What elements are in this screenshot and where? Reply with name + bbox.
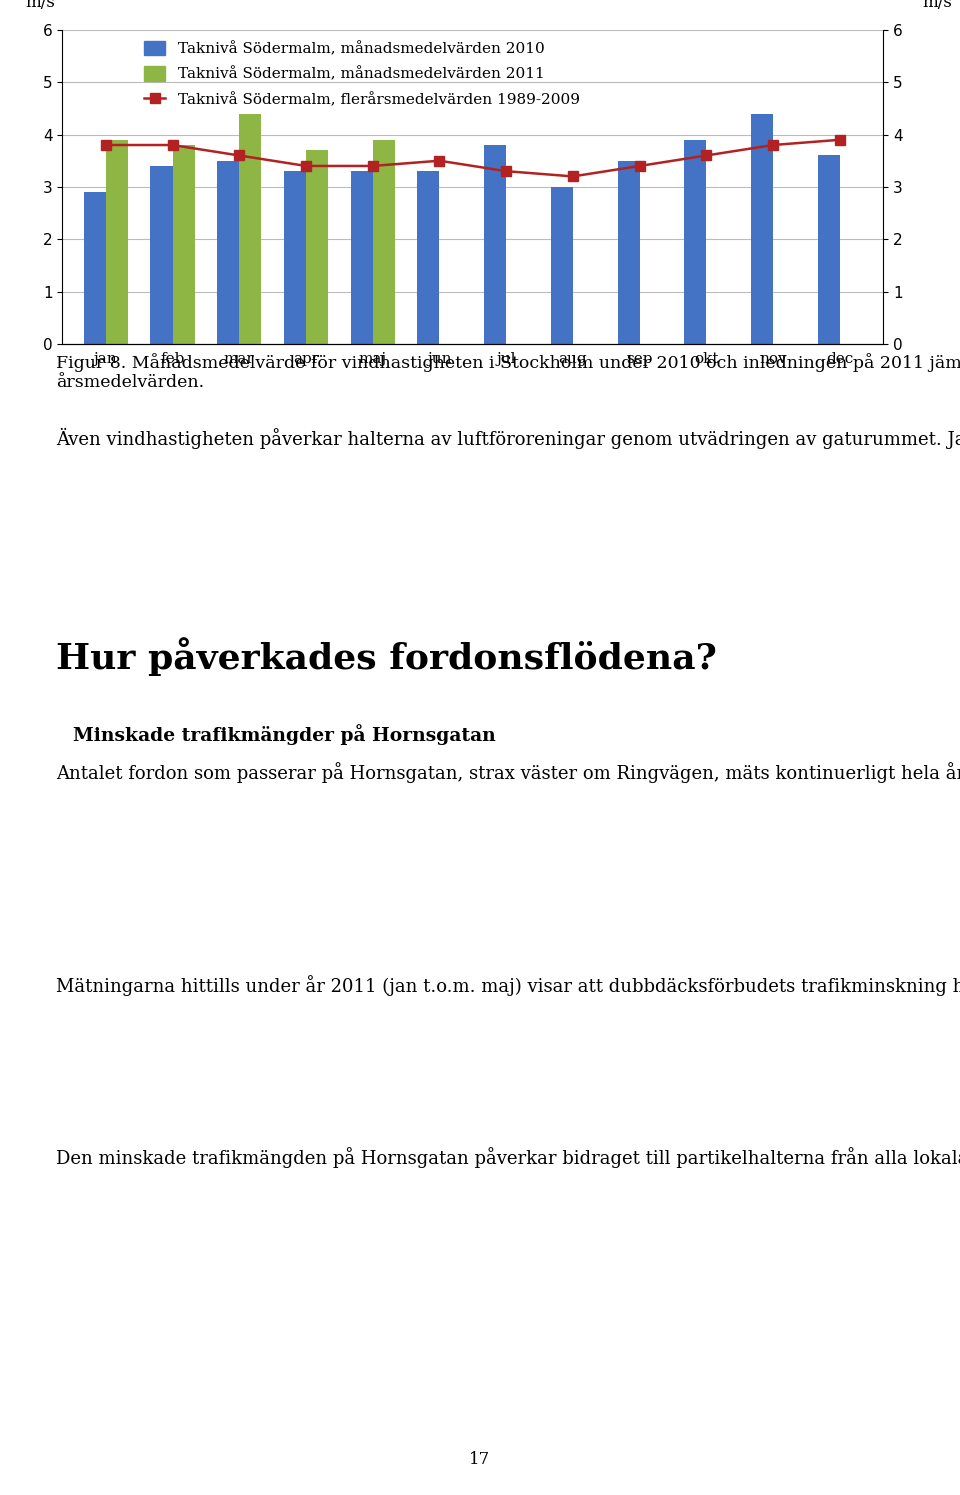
Text: Antalet fordon som passerar på Hornsgatan, strax väster om Ringvägen, mäts konti: Antalet fordon som passerar på Hornsgata…	[56, 762, 960, 783]
Text: m/s: m/s	[923, 0, 952, 10]
Bar	[350, 172, 372, 344]
Legend: Taknivå Södermalm, månadsmedelvärden 2010, Taknivå Södermalm, månadsmedelvärden : Taknivå Södermalm, månadsmedelvärden 201…	[144, 40, 580, 108]
Text: m/s: m/s	[26, 0, 56, 10]
Bar	[484, 145, 506, 344]
Bar	[818, 155, 840, 344]
Bar	[372, 141, 395, 344]
Bar	[751, 114, 773, 344]
Text: Den minskade trafikmängden på Hornsgatan påverkar bidraget till partikelhalterna: Den minskade trafikmängden på Hornsgatan…	[56, 1147, 960, 1168]
Bar	[418, 172, 440, 344]
Text: Figur 8. Månadsmedelvärde för vindhastigheten i Stockholm under 2010 och inledni: Figur 8. Månadsmedelvärde för vindhastig…	[56, 353, 960, 392]
Bar	[617, 161, 639, 344]
Bar	[306, 151, 328, 344]
Bar	[106, 141, 128, 344]
Text: Hur påverkades fordonsflödena?: Hur påverkades fordonsflödena?	[56, 637, 716, 676]
Bar	[173, 145, 195, 344]
Bar	[684, 141, 707, 344]
Bar	[284, 172, 306, 344]
Bar	[551, 187, 573, 344]
Bar	[151, 166, 173, 344]
Bar	[217, 161, 239, 344]
Text: 17: 17	[469, 1452, 491, 1468]
Bar	[239, 114, 261, 344]
Text: Även vindhastigheten påverkar halterna av luftföroreningar genom utvädringen av : Även vindhastigheten påverkar halterna a…	[56, 428, 960, 448]
Bar	[84, 193, 106, 344]
Text: Minskade trafikmängder på Hornsgatan: Minskade trafikmängder på Hornsgatan	[73, 724, 495, 745]
Text: Mätningarna hittills under år 2011 (jan t.o.m. maj) visar att dubbdäcksförbudets: Mätningarna hittills under år 2011 (jan …	[56, 975, 960, 996]
